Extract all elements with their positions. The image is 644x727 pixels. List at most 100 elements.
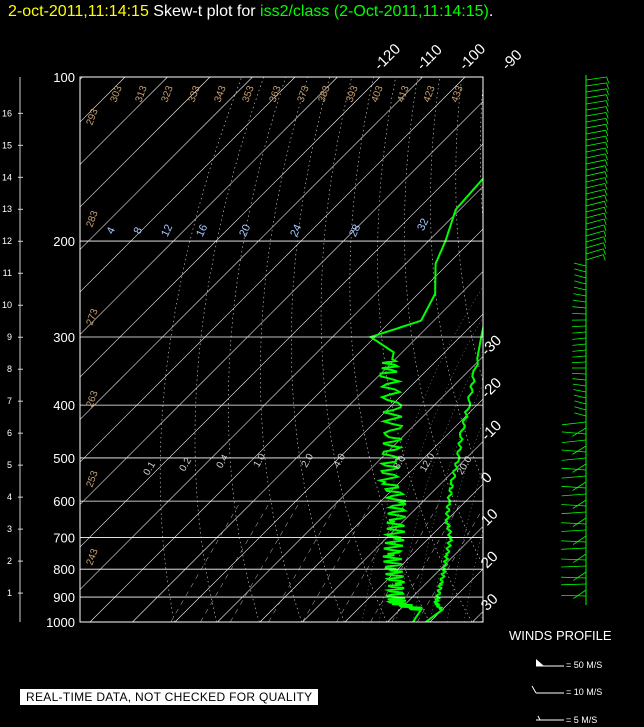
moist-adiabat-label: 8 xyxy=(132,225,145,236)
wind-barb xyxy=(561,493,587,497)
temperature-tick-label: -10 xyxy=(478,417,505,444)
moist-adiabat-label: 20 xyxy=(237,223,253,239)
isotherm-line xyxy=(80,77,211,208)
wind-barb-flag xyxy=(605,124,609,131)
wind-barb xyxy=(572,517,587,527)
isotherm-line xyxy=(429,568,483,622)
wind-key-50: = 50 M/S xyxy=(566,660,603,670)
moist-adiabat-label: 28 xyxy=(347,223,363,239)
dry-adiabat xyxy=(194,77,264,622)
wind-barb xyxy=(572,337,587,340)
plot-frame xyxy=(79,76,484,623)
mixing-ratio-line xyxy=(200,500,271,622)
height-tick-label: 8 xyxy=(7,364,12,374)
wind-barb xyxy=(574,280,587,285)
height-tick-label: 1 xyxy=(7,588,12,598)
isotherm-line xyxy=(80,77,338,335)
chart-title: 2-oct-2011,11:14:15 Skew-t plot for iss2… xyxy=(8,3,493,21)
wind-key-5: = 5 M/S xyxy=(566,715,598,725)
dry-adiabat-label: 363 xyxy=(268,84,284,104)
wind-barb xyxy=(572,373,587,375)
wind-barb-flag xyxy=(605,141,609,149)
wind-barb xyxy=(561,565,587,568)
wind-barb xyxy=(572,355,587,358)
wind-barb-flag xyxy=(604,171,608,178)
wind-barb xyxy=(574,412,587,417)
wind-barb xyxy=(585,118,607,123)
wind-barb xyxy=(585,206,605,213)
wind-barb-flag xyxy=(606,94,609,101)
wind-barb-flag xyxy=(604,165,608,172)
pressure-tick-label: 900 xyxy=(53,590,75,605)
wind-barb xyxy=(573,389,587,393)
wind-barb xyxy=(585,189,605,195)
wind-barb-flag xyxy=(604,201,607,208)
temperature-tick-label: -20 xyxy=(478,374,505,401)
moist-adiabat-label: 24 xyxy=(288,223,304,239)
wind-barb-flag xyxy=(605,159,608,166)
wind-barb-flag xyxy=(606,82,609,90)
wind-barb xyxy=(585,171,606,177)
isotherm-line xyxy=(80,77,168,165)
wind-barb xyxy=(561,485,587,489)
wind-barb xyxy=(585,236,604,243)
moist-adiabat-label: 32 xyxy=(415,217,431,233)
winds-profile-title: WINDS PROFILE xyxy=(509,628,612,643)
height-tick-label: 14 xyxy=(2,172,12,182)
height-tick-label: 11 xyxy=(3,268,12,278)
wind-barb xyxy=(572,463,587,473)
wind-barb xyxy=(585,230,605,237)
wind-barb xyxy=(572,499,587,509)
dry-adiabat-label: 413 xyxy=(396,84,412,104)
wind-barb-flag xyxy=(605,118,609,125)
wind-key-10: = 10 M/S xyxy=(566,687,603,697)
wind-barb-flag xyxy=(605,147,608,155)
wind-barb xyxy=(585,106,607,111)
mixing-ratio-line xyxy=(336,500,407,622)
wind-barb xyxy=(571,427,587,437)
isotherm-line xyxy=(80,143,483,548)
mixing-ratio-label: 0.4 xyxy=(215,453,232,471)
wind-barb xyxy=(572,383,587,387)
wind-barb xyxy=(585,123,607,129)
dry-adiabat-label: 263 xyxy=(85,389,101,409)
plot-area xyxy=(80,77,483,622)
wind-barb xyxy=(561,504,587,507)
title-period: . xyxy=(488,3,494,20)
height-tick-label: 2 xyxy=(7,556,12,566)
wind-barb-flag xyxy=(605,153,608,161)
wind-barb-flag xyxy=(604,195,608,202)
dry-adiabat-label: 433 xyxy=(450,84,466,104)
wind-barb-flag xyxy=(605,100,609,107)
wind-barb xyxy=(572,325,587,327)
wind-barb xyxy=(561,467,587,471)
isotherm-line xyxy=(89,228,483,622)
wind-barb xyxy=(585,147,606,153)
wind-barb xyxy=(585,112,607,117)
pressure-tick-label: 400 xyxy=(53,398,75,413)
wind-barb xyxy=(572,306,587,309)
wind-barb xyxy=(585,141,606,147)
height-tick-label: 12 xyxy=(2,236,12,246)
wind-barb xyxy=(561,431,587,435)
wind-barb xyxy=(585,242,604,249)
isotherm-line xyxy=(302,441,483,622)
mixing-ratio-label: 12.0 xyxy=(418,451,437,474)
mixing-ratio-label: 0.1 xyxy=(142,460,159,478)
moist-adiabat-label: 12 xyxy=(159,223,175,239)
moist-adiabat xyxy=(361,286,483,622)
height-tick-label: 6 xyxy=(7,428,12,438)
moist-adiabat-label: 4 xyxy=(105,225,118,236)
wind-barb-flag xyxy=(603,224,607,232)
wind-barb xyxy=(574,268,587,273)
wind-barb xyxy=(585,212,605,219)
pressure-tick-label: 200 xyxy=(53,234,75,249)
wind-key-5-barb xyxy=(537,715,541,721)
wind-barb-flag xyxy=(605,130,609,137)
wind-barb-flag xyxy=(603,212,607,220)
dry-adiabat-label: 343 xyxy=(213,84,229,104)
quality-notice: REAL-TIME DATA, NOT CHECKED FOR QUALITY xyxy=(20,689,319,705)
isotherm-line xyxy=(259,398,483,622)
wind-barb xyxy=(585,200,605,207)
